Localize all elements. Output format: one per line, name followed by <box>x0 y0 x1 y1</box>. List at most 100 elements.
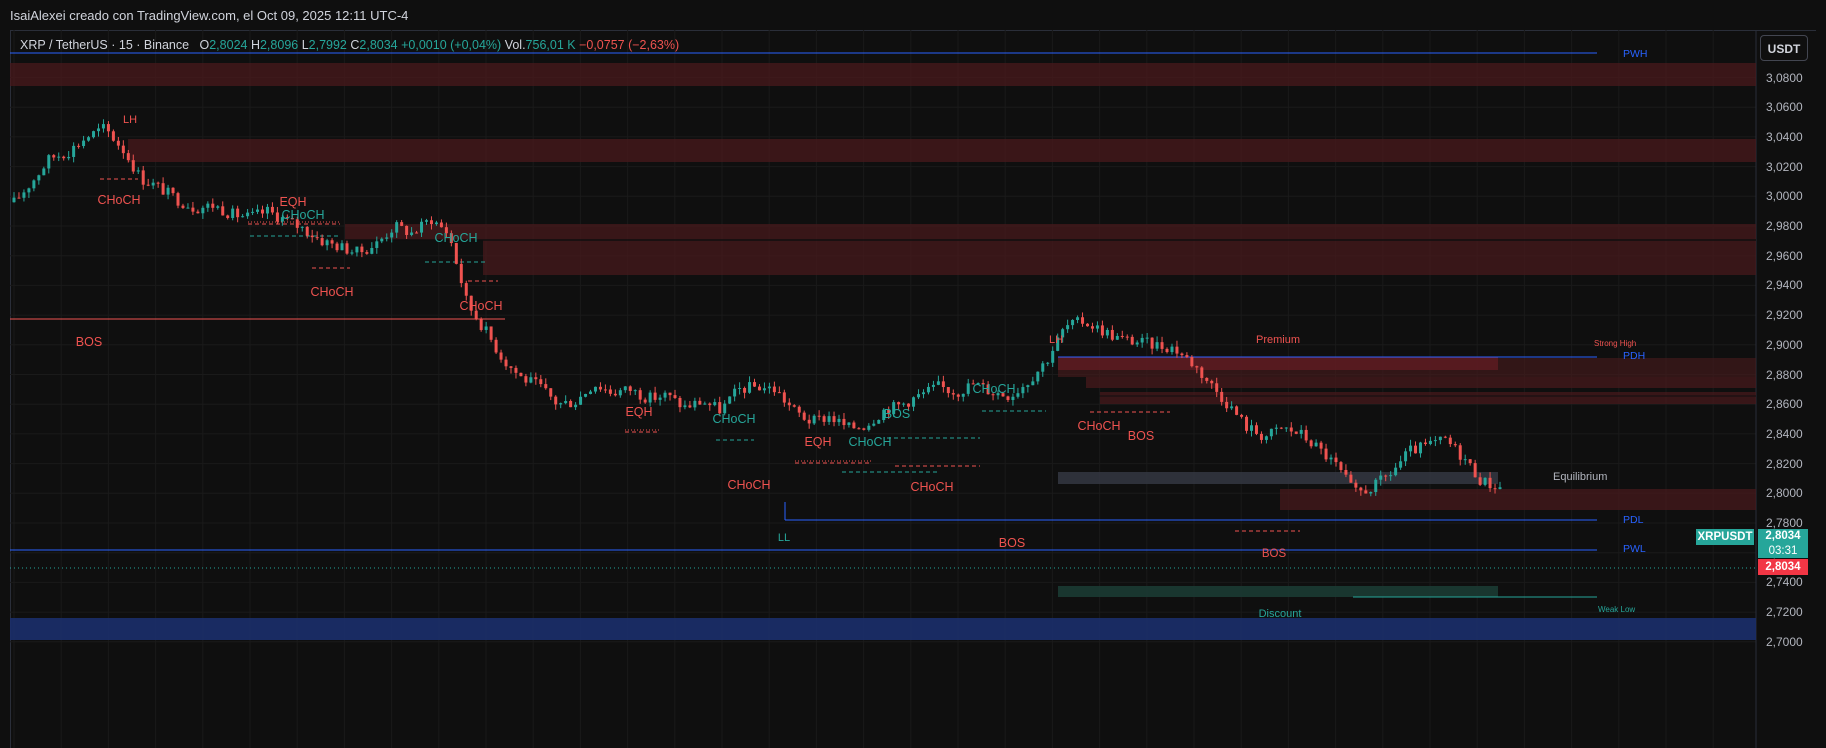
price-axis-label: 2,8600 <box>1766 397 1803 412</box>
chart-annotation: PWH <box>1623 48 1648 60</box>
chart-annotation: BOS <box>999 536 1025 550</box>
last-price-tag: 2,8034 <box>1758 529 1808 544</box>
candle-bull <box>1418 442 1422 454</box>
candle-bear <box>211 203 215 208</box>
candle-bull <box>663 392 667 398</box>
candle-bear <box>753 382 757 387</box>
candle-bull <box>325 240 329 246</box>
candle-bear <box>514 367 518 373</box>
candle-bull <box>420 221 424 233</box>
candle-bear <box>439 222 443 228</box>
vol-value: 756,01 K <box>525 38 576 52</box>
chart-annotation: CHoCH <box>1077 419 1120 433</box>
candle-bear <box>1384 475 1388 477</box>
candle-bear <box>479 319 483 330</box>
candle-bull <box>87 137 91 141</box>
candle-bull <box>623 386 627 391</box>
equilibrium-zone <box>1058 472 1498 484</box>
candle-bear <box>474 310 478 320</box>
candle-bear <box>772 386 776 393</box>
candle-bull <box>713 402 717 406</box>
candle-bear <box>1001 393 1005 397</box>
candle-bull <box>529 377 533 383</box>
candle-bear <box>1215 383 1219 392</box>
candle-bear <box>1125 336 1129 338</box>
candle-bear <box>608 389 612 394</box>
candle-bear <box>156 182 160 184</box>
candle-bear <box>365 252 369 254</box>
candle-bull <box>593 386 597 392</box>
candle-bull <box>748 382 752 393</box>
candle-bear <box>1220 391 1224 402</box>
supply-zone <box>1280 489 1756 510</box>
candle-bull <box>151 182 155 186</box>
candle-bull <box>589 391 593 394</box>
top-bar: IsaiAlexei creado con TradingView.com, e… <box>0 0 1826 30</box>
candle-bear <box>981 383 985 385</box>
candle-bear <box>260 209 264 214</box>
candle-bear <box>310 235 314 238</box>
candle-bull <box>1369 492 1373 494</box>
supply-zone <box>128 139 1756 162</box>
candle-bull <box>976 383 980 385</box>
candle-bear <box>275 212 279 222</box>
candle-bull <box>136 170 140 172</box>
candle-bull <box>216 206 220 208</box>
chart-annotation: Equilibrium <box>1553 471 1607 483</box>
supply-zone <box>1058 358 1756 377</box>
candle-bull <box>280 217 284 222</box>
currency-button[interactable]: USDT <box>1760 35 1808 61</box>
candle-bear <box>116 140 120 146</box>
candle-bear <box>842 418 846 426</box>
candle-bear <box>270 206 274 213</box>
candle-bear <box>678 397 682 408</box>
candle-bear <box>464 283 468 296</box>
candle-bear <box>17 197 21 199</box>
candle-bull <box>633 390 637 392</box>
zones-layer <box>10 63 1756 640</box>
candle-bear <box>305 226 309 236</box>
chart-annotation: CHoCH <box>281 208 324 222</box>
chart-annotation: Premium <box>1256 334 1300 346</box>
candle-bear <box>708 403 712 406</box>
candle-bear <box>320 238 324 246</box>
price-axis-label: 2,7800 <box>1766 516 1803 530</box>
symbol-title: XRP / TetherUS · 15 · Binance <box>20 38 190 52</box>
candle-bull <box>1404 451 1408 462</box>
candle-bull <box>300 226 304 228</box>
close-label: C <box>350 38 360 52</box>
candle-bull <box>410 232 414 235</box>
candle-bear <box>673 395 677 398</box>
candle-bear <box>62 156 66 159</box>
candle-bull <box>1170 346 1174 353</box>
candle-bear <box>1473 463 1477 478</box>
candle-bear <box>1448 437 1452 445</box>
candle-bull <box>1036 371 1040 382</box>
candle-bear <box>653 392 657 400</box>
candle-bull <box>57 156 61 158</box>
candle-bull <box>340 243 344 251</box>
candle-bear <box>519 372 523 377</box>
candle-bear <box>1225 401 1229 409</box>
candle-bull <box>892 402 896 415</box>
candle-bull <box>723 403 727 414</box>
candle-bull <box>1250 425 1254 431</box>
candle-bear <box>1453 444 1457 446</box>
candle-bull <box>1329 457 1333 460</box>
candle-bull <box>395 222 399 233</box>
candle-bear <box>852 422 856 429</box>
candle-bear <box>295 219 299 228</box>
candle-bear <box>787 402 791 406</box>
candle-bear <box>1423 442 1427 445</box>
candle-bear <box>1190 356 1194 367</box>
candle-bear <box>1304 429 1308 441</box>
chart-annotation: CHoCH <box>712 412 755 426</box>
candle-bear <box>832 416 836 423</box>
candle-bear <box>1339 462 1343 470</box>
candle-bear <box>1458 445 1462 460</box>
candle-bull <box>931 384 935 387</box>
low-label: L <box>301 38 309 52</box>
candle-bull <box>902 403 906 405</box>
open-value: 2,8024 <box>209 38 248 52</box>
